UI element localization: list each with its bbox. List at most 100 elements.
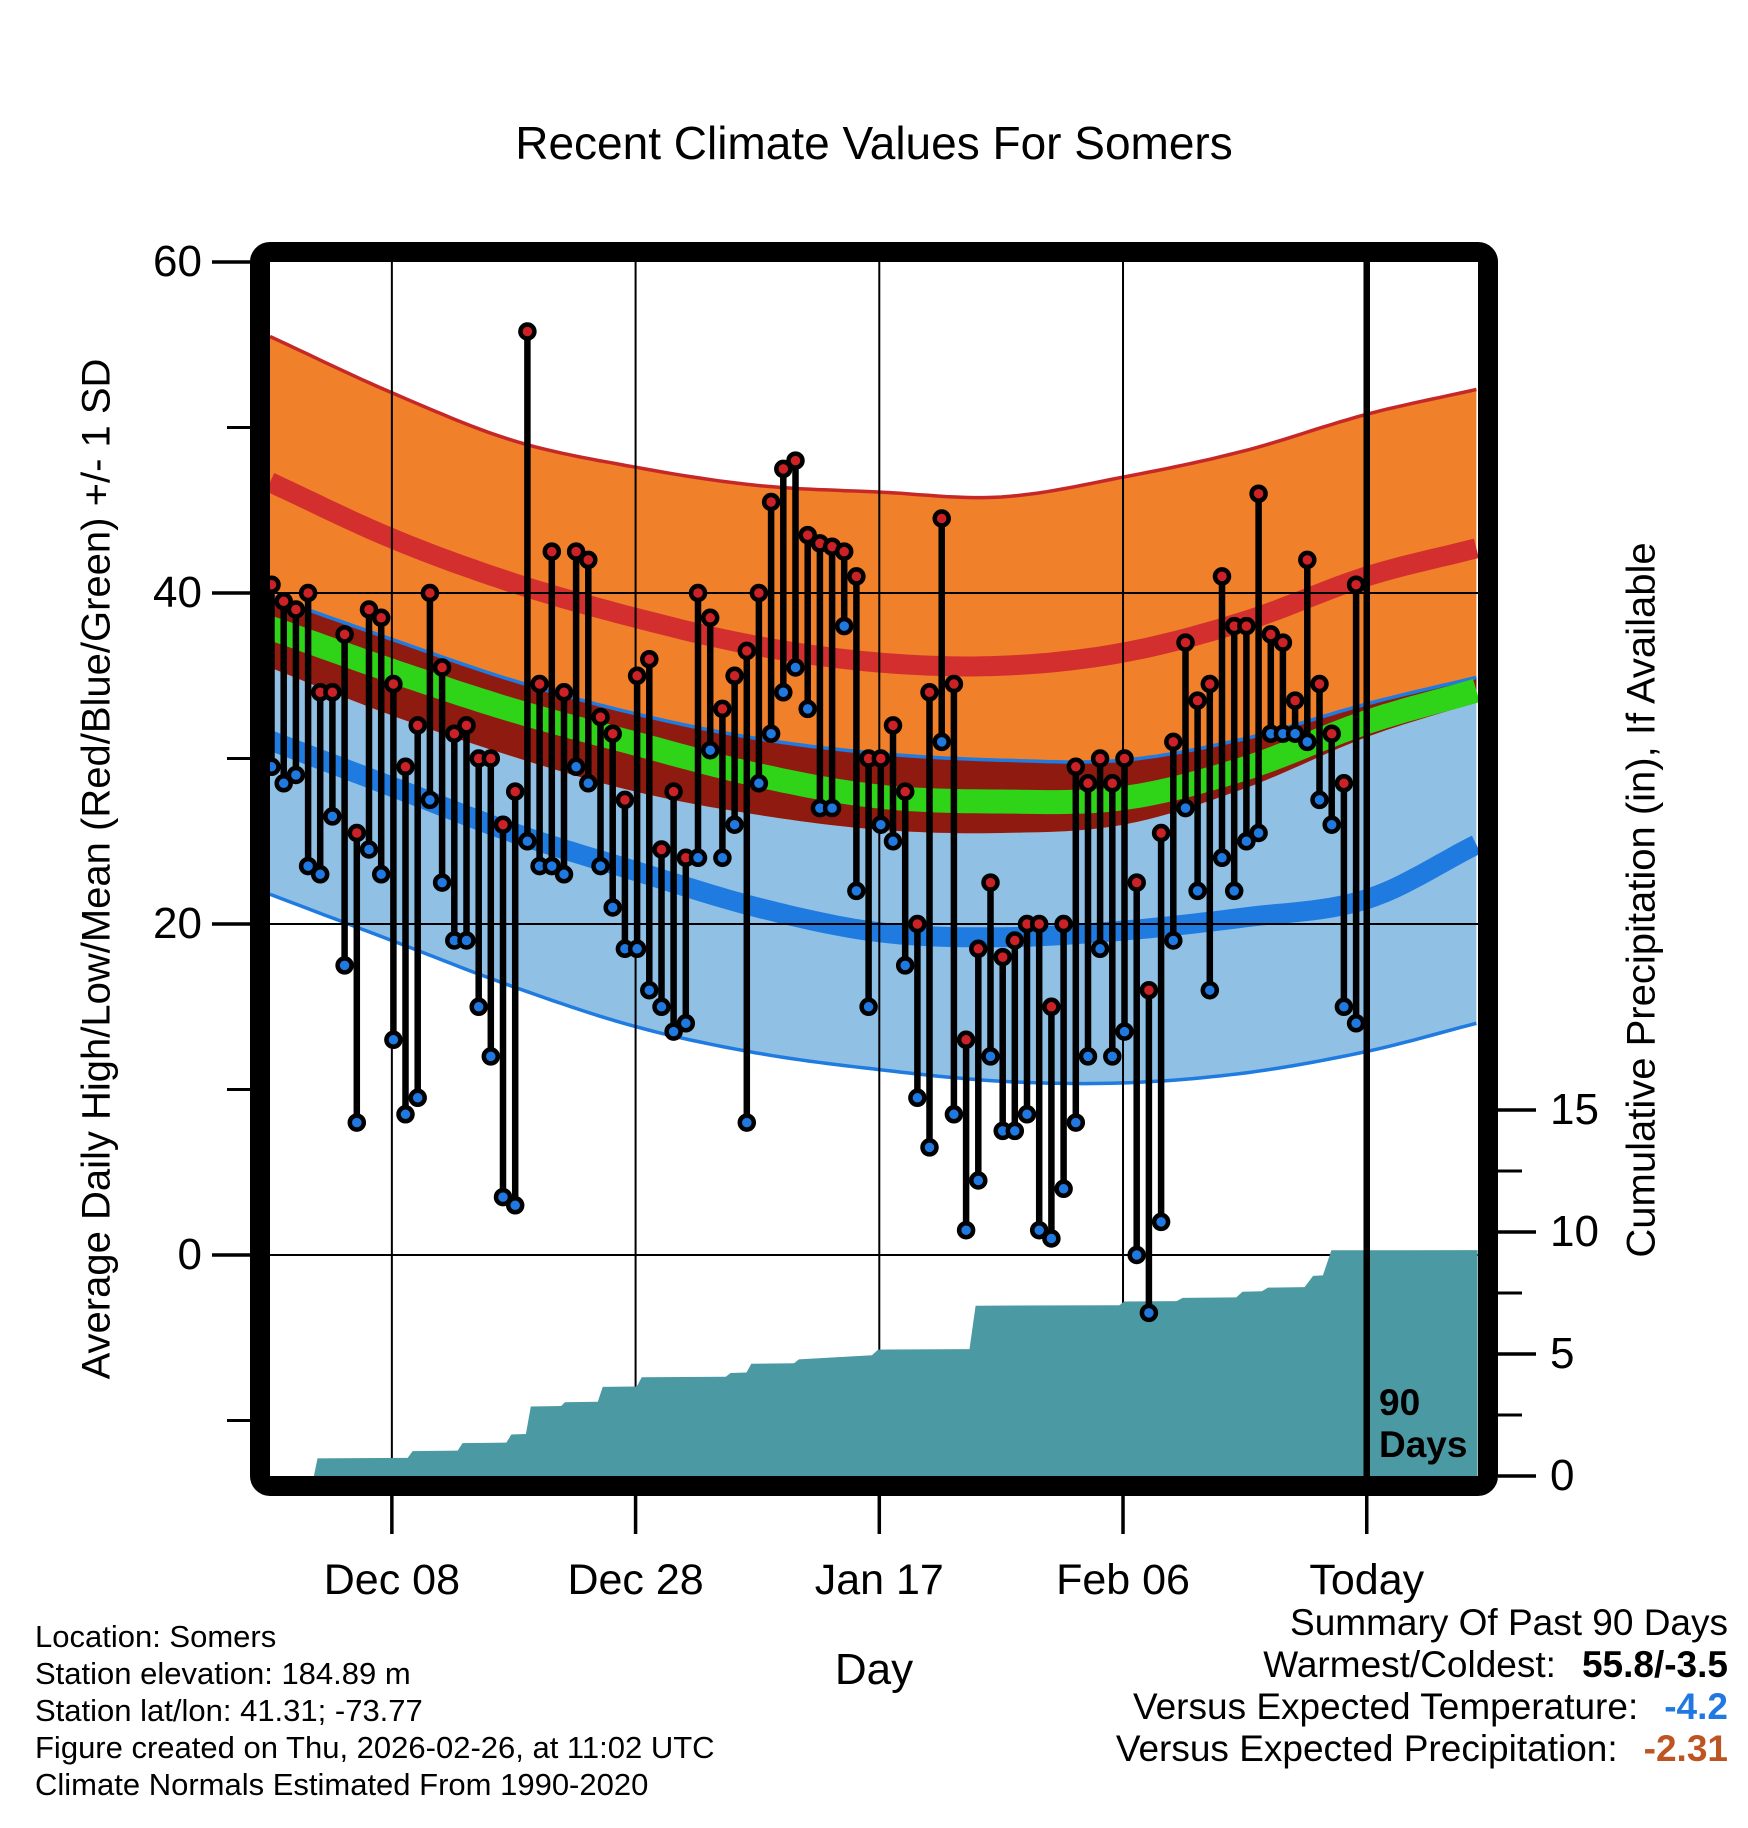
vs-temp-label: Versus Expected Temperature: — [1132, 1686, 1639, 1727]
low-dot — [298, 856, 318, 876]
low-dot — [579, 774, 598, 793]
high-dot — [323, 683, 342, 702]
summary-block: Summary Of Past 90 Days Warmest/Coldest:… — [1116, 1602, 1728, 1770]
high-dot — [1115, 749, 1134, 768]
high-dot — [493, 815, 513, 834]
low-dot — [469, 997, 488, 1017]
low-dot — [676, 1014, 696, 1033]
high-dot — [847, 567, 866, 586]
low-dot — [518, 832, 537, 851]
low-dot — [542, 856, 562, 876]
high-dot — [1237, 616, 1256, 636]
high-dot — [798, 525, 817, 545]
station-location: Location: Somers — [35, 1619, 277, 1654]
high-dot — [774, 459, 793, 479]
low-dot — [761, 724, 781, 743]
high-dot — [737, 641, 757, 661]
plot-border — [250, 242, 1498, 1496]
high-dot — [579, 550, 598, 570]
high-dot — [713, 699, 732, 719]
low-dot — [822, 798, 842, 818]
high-dot — [542, 542, 562, 561]
high-dot — [640, 649, 659, 669]
high-dot — [274, 592, 293, 611]
low-dot — [1139, 1303, 1159, 1323]
summary-vs-temp: Versus Expected Temperature: -4.2 — [1116, 1686, 1728, 1728]
right-tick-label: 0 — [1550, 1451, 1575, 1500]
high-dot — [1212, 567, 1232, 586]
high-dot — [566, 542, 586, 561]
low-dot — [457, 931, 476, 950]
low-dot — [323, 807, 342, 826]
low-dot — [956, 1220, 976, 1240]
low-dot — [420, 790, 440, 810]
low-dot — [627, 939, 647, 959]
low-dot — [798, 699, 817, 719]
low-dot — [432, 873, 452, 892]
low-dot — [981, 1047, 1000, 1066]
high-dot — [932, 509, 951, 528]
vs-temp-value: -4.2 — [1664, 1686, 1728, 1727]
high-dot — [481, 749, 501, 768]
low-dot — [688, 848, 708, 868]
low-dot — [1103, 1047, 1122, 1066]
x-axis-label: Day — [834, 1645, 914, 1694]
high-dot — [1310, 674, 1329, 694]
high-dot — [1322, 724, 1341, 743]
high-dot — [420, 583, 440, 603]
high-dot — [518, 322, 537, 341]
low-dot — [713, 848, 732, 868]
low-dot — [1042, 1229, 1061, 1248]
low-dot — [1176, 798, 1195, 818]
high-dot — [1273, 633, 1293, 652]
low-dot — [566, 757, 586, 777]
low-dot — [883, 832, 903, 851]
high-dot — [1200, 674, 1220, 694]
high-dot — [554, 683, 574, 702]
high-dot — [335, 625, 354, 644]
x-tick-label: Feb 06 — [1056, 1556, 1190, 1604]
low-dot — [335, 956, 354, 975]
low-dot — [408, 1088, 427, 1108]
right-tick-label: 10 — [1550, 1207, 1599, 1256]
low-dot — [371, 865, 391, 884]
low-dot — [920, 1138, 939, 1157]
high-dot — [457, 716, 476, 735]
low-dot — [737, 1113, 757, 1132]
high-dot — [603, 724, 622, 743]
low-dot — [493, 1187, 513, 1207]
low-dot — [505, 1196, 525, 1215]
low-dot — [1066, 1113, 1086, 1132]
ninety-days-line2: Days — [1379, 1424, 1468, 1465]
high-dot — [1298, 550, 1317, 570]
low-dot — [834, 616, 854, 636]
low-dot — [908, 1088, 927, 1108]
high-dot — [749, 583, 769, 603]
low-dot — [895, 956, 915, 975]
high-dot — [1334, 774, 1354, 793]
low-dot — [554, 865, 574, 884]
x-tick-label: Dec 08 — [323, 1556, 460, 1604]
high-dot — [944, 674, 964, 694]
high-dot — [652, 840, 671, 859]
high-dot — [908, 914, 927, 934]
high-dot — [1103, 774, 1122, 793]
low-dot — [1298, 732, 1317, 752]
low-dot — [1115, 1022, 1134, 1041]
high-dot — [1127, 873, 1146, 892]
high-dot — [384, 674, 403, 694]
low-dot — [310, 865, 330, 884]
high-dot — [920, 683, 939, 702]
low-dot — [749, 774, 769, 793]
low-dot — [396, 1105, 415, 1124]
low-dot — [1212, 848, 1232, 868]
high-dot — [505, 782, 525, 801]
high-dot — [627, 666, 647, 686]
mean-line — [266, 616, 1480, 815]
low-dot — [1249, 823, 1268, 843]
low-dot — [1322, 815, 1341, 834]
high-dot — [1151, 823, 1171, 843]
low-dot — [1017, 1105, 1037, 1124]
high-dot — [298, 583, 318, 603]
